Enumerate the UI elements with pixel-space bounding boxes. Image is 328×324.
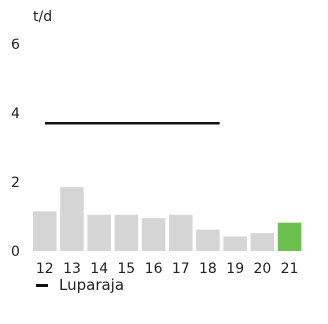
y-axis-unit-label: t/d <box>33 9 52 25</box>
y-tick-label-6: 6 <box>11 37 20 53</box>
y-axis-ticks: 0 2 4 6 <box>11 37 20 260</box>
legend-label: Luparaja <box>59 276 125 294</box>
bar-12 <box>33 211 57 251</box>
x-tick-label-16: 16 <box>145 261 163 277</box>
x-tick-label-19: 19 <box>226 261 244 277</box>
bar-16 <box>141 218 166 251</box>
x-tick-label-15: 15 <box>117 261 135 277</box>
bar-19 <box>223 236 247 251</box>
x-tick-label-18: 18 <box>199 261 217 277</box>
bar-13 <box>60 187 84 251</box>
bar-15 <box>114 214 139 251</box>
legend-swatch <box>36 283 48 287</box>
bar-20 <box>250 233 275 251</box>
y-tick-label-0: 0 <box>11 244 20 260</box>
legend: Luparaja <box>36 275 124 295</box>
bar-21 <box>277 222 302 251</box>
bar-17 <box>169 214 193 251</box>
x-tick-label-14: 14 <box>90 261 108 277</box>
x-tick-label-21: 21 <box>281 261 299 277</box>
x-tick-label-13: 13 <box>63 261 81 277</box>
y-tick-label-4: 4 <box>11 106 20 122</box>
y-tick-label-2: 2 <box>11 175 20 191</box>
x-tick-label-17: 17 <box>172 261 190 277</box>
x-axis-ticks: 12 13 14 15 16 17 18 19 20 21 <box>36 261 299 277</box>
x-tick-label-12: 12 <box>36 261 54 277</box>
bar-14 <box>87 214 111 251</box>
bar-18 <box>196 229 220 251</box>
bars <box>33 187 302 251</box>
x-tick-label-20: 20 <box>253 261 271 277</box>
